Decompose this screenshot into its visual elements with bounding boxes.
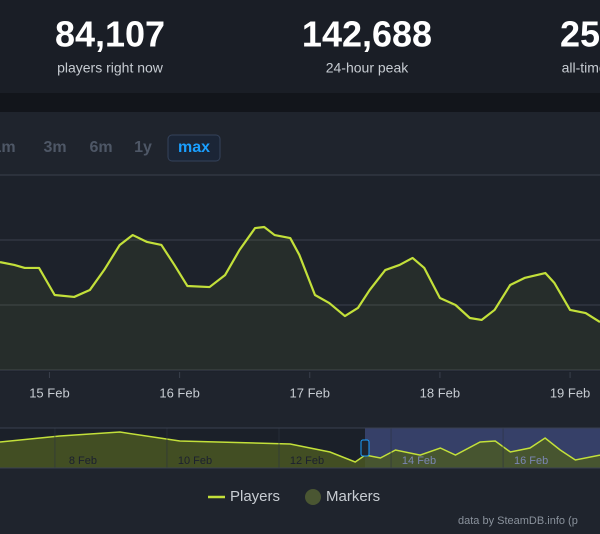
- stats-panel: [0, 0, 600, 93]
- navigator-line: [0, 431, 600, 463]
- navigator-tick-label: 16 Feb: [514, 455, 548, 467]
- navigator-tick-label: 10 Feb: [178, 455, 212, 467]
- line-area: [0, 227, 600, 370]
- navigator-area: [0, 432, 600, 468]
- range-button[interactable]: 6m: [89, 139, 112, 156]
- x-tick-label: 17 Feb: [290, 385, 330, 400]
- range-button[interactable]: 3m: [43, 139, 66, 156]
- stat-label: players right now: [57, 60, 164, 76]
- navigator-handle[interactable]: [360, 439, 370, 457]
- navigator-tick-label: 14 Feb: [402, 455, 436, 467]
- stat-value: 256: [560, 14, 600, 55]
- x-tick-label: 15 Feb: [29, 385, 69, 400]
- range-button[interactable]: 1y: [134, 139, 152, 156]
- legend-swatch[interactable]: [305, 489, 321, 505]
- footer-credit: data by SteamDB.info (p: [458, 515, 578, 527]
- legend-label[interactable]: Markers: [326, 488, 380, 505]
- navigator: 8 Feb 10 Feb 12 Feb 14 Feb 16 Feb: [0, 428, 600, 468]
- range-button[interactable]: 1m: [0, 139, 16, 156]
- legend-label[interactable]: Players: [230, 488, 280, 505]
- navigator-tick-label: 8 Feb: [69, 455, 97, 467]
- x-tick-label: 16 Feb: [159, 385, 199, 400]
- range-button[interactable]: max: [178, 139, 210, 156]
- stat-label: all-time p: [562, 60, 600, 76]
- plot-area: [0, 175, 600, 372]
- stat-value: 84,107: [55, 14, 165, 55]
- line: [0, 225, 600, 323]
- stat-value: 142,688: [302, 14, 432, 55]
- x-tick-label: 19 Feb: [550, 385, 590, 400]
- divider-strip: [0, 93, 600, 112]
- x-tick-label: 18 Feb: [420, 385, 460, 400]
- navigator-tick-label: 12 Feb: [290, 455, 324, 467]
- stat-label: 24-hour peak: [326, 60, 410, 76]
- range-button-frame[interactable]: [167, 134, 221, 162]
